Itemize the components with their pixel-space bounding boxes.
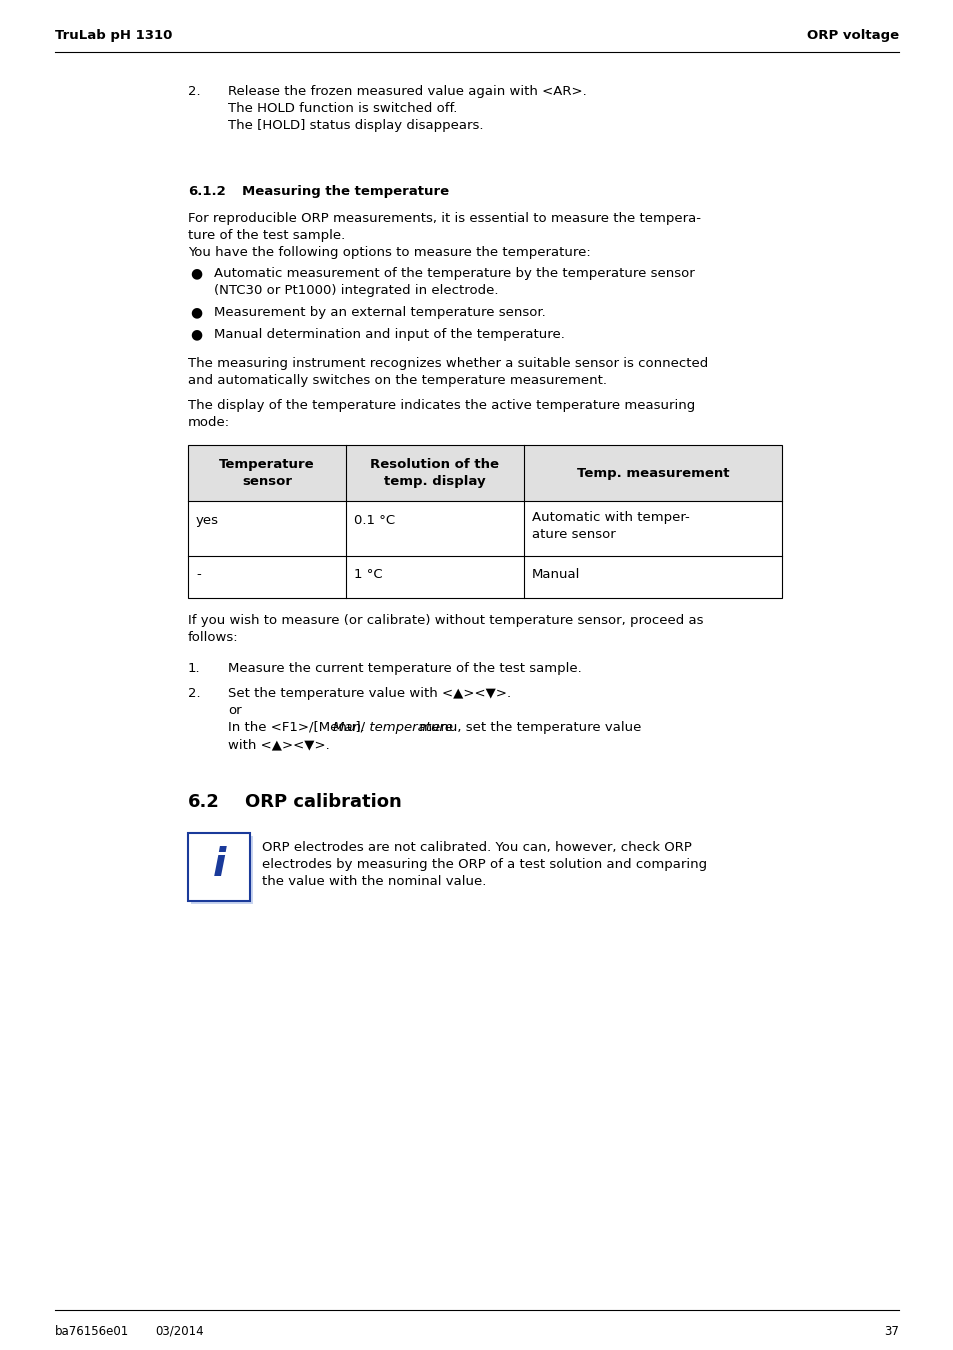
- Text: In the <F1>/[Menu]/: In the <F1>/[Menu]/: [228, 721, 365, 734]
- Text: Release the frozen measured value again with <AR>.: Release the frozen measured value again …: [228, 85, 586, 99]
- Text: 2.: 2.: [188, 687, 200, 701]
- Text: 0.1 °C: 0.1 °C: [354, 514, 395, 526]
- Text: ●: ●: [190, 266, 202, 279]
- Text: Measure the current temperature of the test sample.: Measure the current temperature of the t…: [228, 662, 581, 675]
- Text: Resolution of the: Resolution of the: [370, 458, 499, 471]
- Text: temp. display: temp. display: [384, 475, 485, 487]
- Text: or: or: [228, 703, 241, 717]
- Text: If you wish to measure (or calibrate) without temperature sensor, proceed as: If you wish to measure (or calibrate) wi…: [188, 614, 702, 626]
- Text: yes: yes: [195, 514, 219, 526]
- Text: 6.2: 6.2: [188, 792, 219, 811]
- Text: with <▲><▼>.: with <▲><▼>.: [228, 738, 330, 751]
- Text: The display of the temperature indicates the active temperature measuring: The display of the temperature indicates…: [188, 400, 695, 412]
- Text: ●: ●: [190, 305, 202, 319]
- Text: You have the following options to measure the temperature:: You have the following options to measur…: [188, 246, 590, 259]
- Text: Set the temperature value with <▲><▼>.: Set the temperature value with <▲><▼>.: [228, 687, 511, 701]
- Bar: [188, 833, 250, 900]
- Text: Temperature: Temperature: [219, 458, 314, 471]
- Text: Temp. measurement: Temp. measurement: [577, 467, 728, 479]
- Text: 1.: 1.: [188, 662, 200, 675]
- Text: ature sensor: ature sensor: [532, 528, 615, 541]
- Text: (NTC30 or Pt1000) integrated in electrode.: (NTC30 or Pt1000) integrated in electrod…: [213, 284, 498, 297]
- Text: Manual determination and input of the temperature.: Manual determination and input of the te…: [213, 328, 564, 342]
- Text: The measuring instrument recognizes whether a suitable sensor is connected: The measuring instrument recognizes whet…: [188, 356, 707, 370]
- Text: 1 °C: 1 °C: [354, 568, 382, 580]
- Text: 6.1.2: 6.1.2: [188, 185, 226, 198]
- Text: Automatic with temper-: Automatic with temper-: [532, 512, 689, 524]
- Text: and automatically switches on the temperature measurement.: and automatically switches on the temper…: [188, 374, 606, 387]
- Text: ORP calibration: ORP calibration: [245, 792, 401, 811]
- Text: 37: 37: [883, 1324, 898, 1338]
- Text: Measuring the temperature: Measuring the temperature: [242, 185, 449, 198]
- Text: i: i: [213, 846, 226, 884]
- Bar: [188, 446, 781, 598]
- Text: Man. temperature: Man. temperature: [334, 721, 453, 734]
- Text: ture of the test sample.: ture of the test sample.: [188, 230, 345, 242]
- Text: The [HOLD] status display disappears.: The [HOLD] status display disappears.: [228, 119, 483, 132]
- Text: electrodes by measuring the ORP of a test solution and comparing: electrodes by measuring the ORP of a tes…: [262, 859, 706, 871]
- Text: mode:: mode:: [188, 416, 230, 429]
- Text: Automatic measurement of the temperature by the temperature sensor: Automatic measurement of the temperature…: [213, 267, 694, 279]
- Text: ORP electrodes are not calibrated. You can, however, check ORP: ORP electrodes are not calibrated. You c…: [262, 841, 691, 855]
- Text: -: -: [195, 568, 200, 580]
- Text: ●: ●: [190, 327, 202, 342]
- Bar: [188, 446, 781, 501]
- Text: sensor: sensor: [242, 475, 292, 487]
- Text: 03/2014: 03/2014: [154, 1324, 203, 1338]
- Text: ORP voltage: ORP voltage: [806, 30, 898, 42]
- Text: follows:: follows:: [188, 630, 238, 644]
- Text: For reproducible ORP measurements, it is essential to measure the tempera-: For reproducible ORP measurements, it is…: [188, 212, 700, 225]
- Text: 2.: 2.: [188, 85, 200, 99]
- Text: The HOLD function is switched off.: The HOLD function is switched off.: [228, 103, 456, 115]
- Text: Measurement by an external temperature sensor.: Measurement by an external temperature s…: [213, 306, 545, 319]
- Text: Manual: Manual: [532, 568, 579, 580]
- Bar: [188, 446, 781, 598]
- Bar: [191, 836, 253, 904]
- Text: TruLab pH 1310: TruLab pH 1310: [55, 30, 172, 42]
- Text: ba76156e01: ba76156e01: [55, 1324, 129, 1338]
- Text: menu, set the temperature value: menu, set the temperature value: [415, 721, 640, 734]
- Text: the value with the nominal value.: the value with the nominal value.: [262, 875, 486, 888]
